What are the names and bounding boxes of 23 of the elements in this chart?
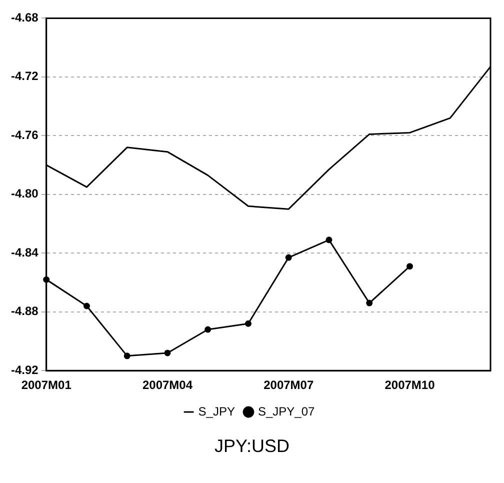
y-tick-label: -4.76 bbox=[10, 128, 39, 142]
point bbox=[204, 326, 212, 333]
point bbox=[124, 352, 130, 360]
point bbox=[164, 350, 171, 356]
y-tick-label: -4.88 bbox=[10, 304, 39, 318]
legend-label: S_JPY_07 bbox=[258, 404, 316, 418]
y-tick-label: -4.92 bbox=[10, 362, 39, 377]
point bbox=[406, 263, 413, 270]
y-tick-label: -4.84 bbox=[10, 245, 39, 260]
x-tick-label: 2007M07 bbox=[264, 378, 314, 392]
point bbox=[244, 320, 252, 327]
legend-label: S_JPY bbox=[198, 404, 235, 418]
x-tick-label: 2007M01 bbox=[21, 378, 72, 392]
x-tick-label: 2007M10 bbox=[384, 378, 436, 392]
point bbox=[366, 300, 373, 306]
x-tick-label: 2007M04 bbox=[142, 378, 193, 392]
y-tick-label: -4.80 bbox=[10, 186, 39, 201]
text: JPY:USD bbox=[213, 436, 291, 457]
y-tick-label: -4.72 bbox=[10, 69, 39, 84]
point bbox=[285, 254, 292, 261]
point bbox=[83, 302, 90, 310]
point bbox=[326, 236, 332, 244]
y-tick-label: -4.68 bbox=[10, 10, 39, 25]
